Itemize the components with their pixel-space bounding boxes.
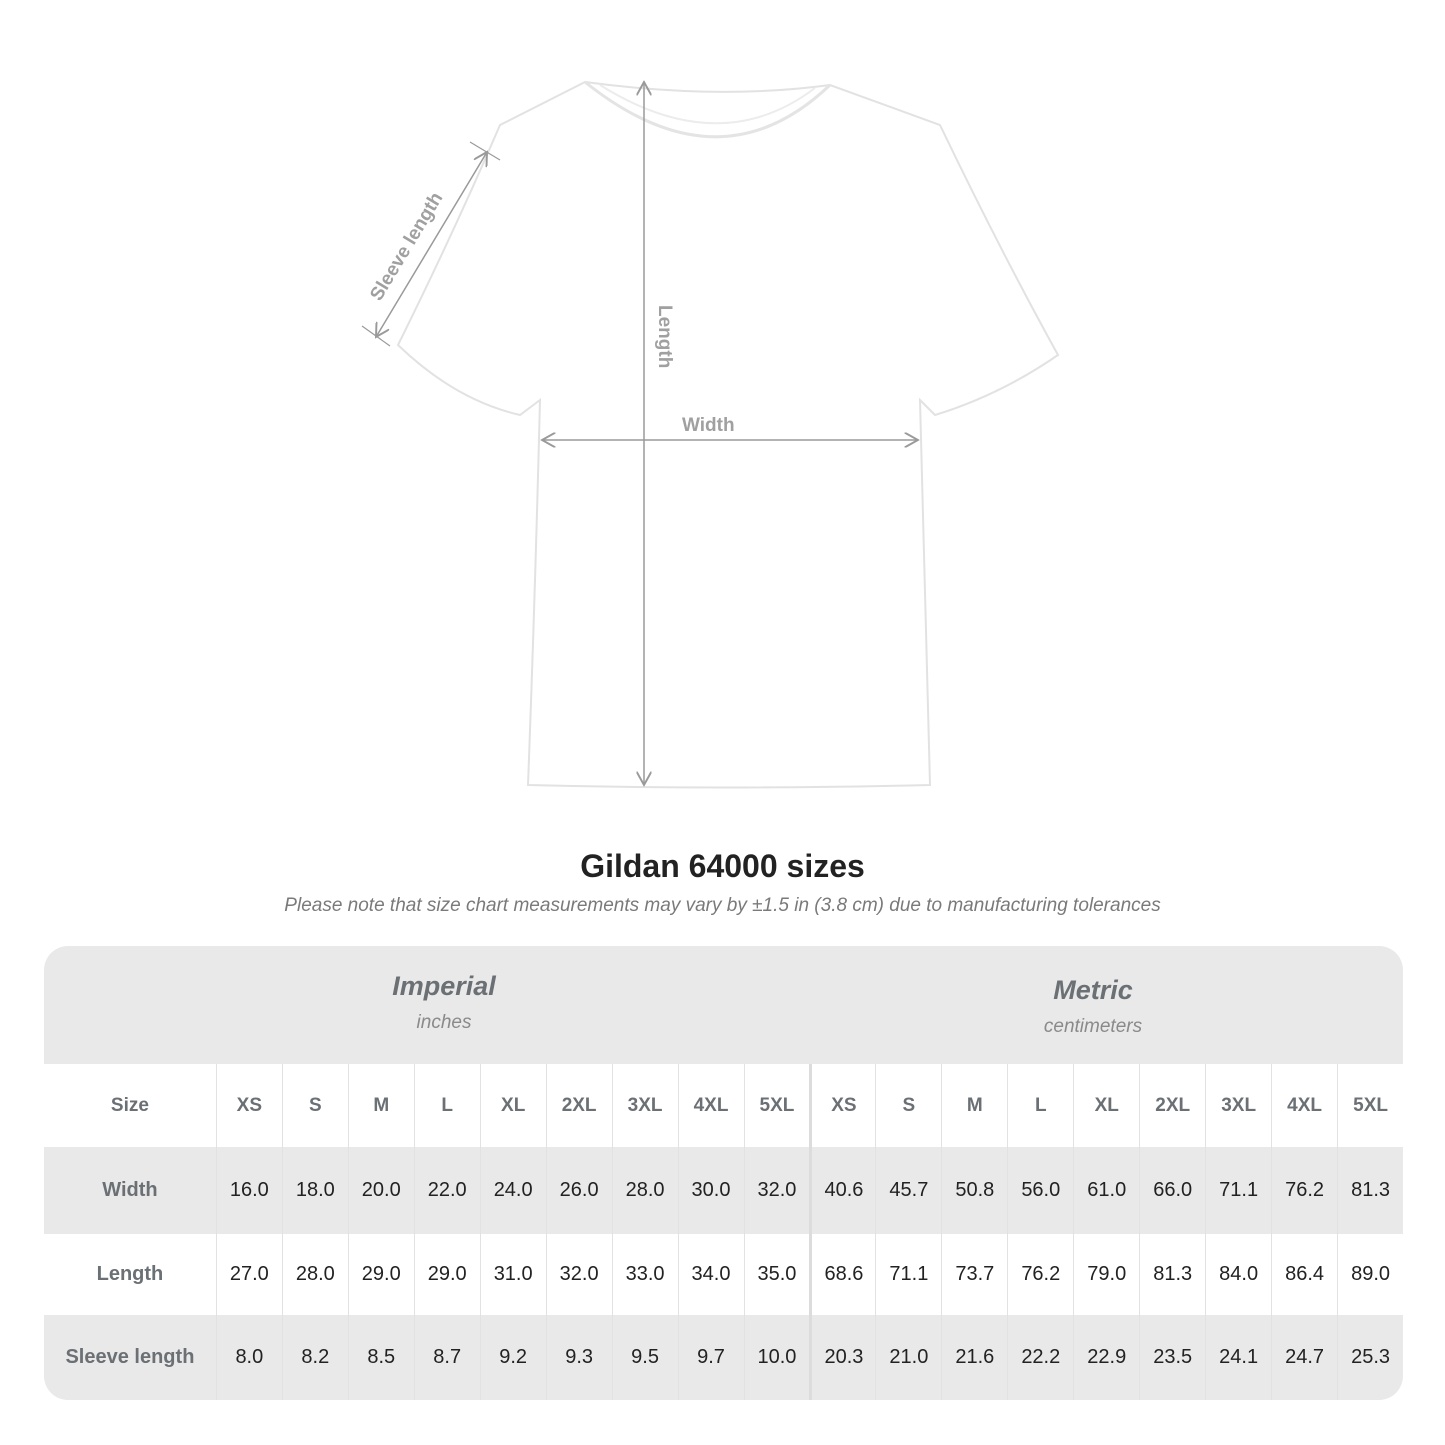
imperial-value: 29.0 bbox=[347, 1234, 414, 1315]
metric-size-0: XS bbox=[809, 1064, 875, 1147]
metric-value: 71.1 bbox=[1205, 1147, 1271, 1234]
metric-value: 50.8 bbox=[941, 1147, 1007, 1234]
row-label: Length bbox=[96, 1263, 164, 1285]
metric-value: 76.2 bbox=[1271, 1147, 1337, 1234]
metric-size-6: 3XL bbox=[1205, 1064, 1271, 1147]
metric-value: 21.6 bbox=[941, 1315, 1007, 1400]
imperial-value: 9.5 bbox=[611, 1315, 678, 1400]
table-row: Length 27.0 28.0 29.0 29.0 31.0 32.0 33.0 34.0 35… bbox=[44, 1234, 1403, 1315]
metric-value: 56.0 bbox=[1007, 1147, 1073, 1234]
metric-value: 23.5 bbox=[1139, 1315, 1205, 1400]
imperial-value: 8.2 bbox=[281, 1315, 348, 1400]
imperial-value: 22.0 bbox=[413, 1147, 480, 1234]
metric-size-5: 2XL bbox=[1139, 1064, 1205, 1147]
imperial-value: 26.0 bbox=[545, 1147, 612, 1234]
imperial-value: 18.0 bbox=[281, 1147, 348, 1234]
imperial-value: 24.0 bbox=[479, 1147, 546, 1234]
imperial-value: 27.0 bbox=[215, 1234, 282, 1315]
imperial-value: 35.0 bbox=[743, 1234, 810, 1315]
imperial-value: 33.0 bbox=[611, 1234, 678, 1315]
metric-size-7: 4XL bbox=[1271, 1064, 1337, 1147]
header-band bbox=[44, 946, 1403, 1064]
metric-value: 24.1 bbox=[1205, 1315, 1271, 1400]
metric-value: 71.1 bbox=[875, 1234, 941, 1315]
metric-value: 21.0 bbox=[875, 1315, 941, 1400]
metric-value: 24.7 bbox=[1271, 1315, 1337, 1400]
imperial-value: 28.0 bbox=[611, 1147, 678, 1234]
imperial-size-8: 5XL bbox=[743, 1064, 810, 1147]
imperial-size-6: 3XL bbox=[611, 1064, 678, 1147]
row-band bbox=[44, 1315, 1403, 1400]
tolerance-note: Please note that size chart measurements… bbox=[284, 895, 1161, 916]
metric-value: 84.0 bbox=[1205, 1234, 1271, 1315]
imperial-value: 31.0 bbox=[479, 1234, 546, 1315]
imperial-size-2: M bbox=[347, 1064, 414, 1147]
metric-value: 22.9 bbox=[1073, 1315, 1139, 1400]
imperial-header: Imperial inches bbox=[244, 971, 644, 1034]
metric-value: 81.3 bbox=[1139, 1234, 1205, 1315]
imperial-value: 9.7 bbox=[677, 1315, 744, 1400]
imperial-value: 9.3 bbox=[545, 1315, 612, 1400]
imperial-title: Imperial bbox=[392, 971, 496, 1001]
metric-value: 86.4 bbox=[1271, 1234, 1337, 1315]
imperial-value: 28.0 bbox=[281, 1234, 348, 1315]
imperial-size-3: L bbox=[413, 1064, 480, 1147]
metric-value: 66.0 bbox=[1139, 1147, 1205, 1234]
imperial-size-0: XS bbox=[215, 1064, 282, 1147]
size-table: Imperial inches Metric centimeters Size X… bbox=[44, 946, 1403, 1400]
imperial-size-1: S bbox=[281, 1064, 348, 1147]
metric-value: 61.0 bbox=[1073, 1147, 1139, 1234]
metric-title: Metric bbox=[1053, 975, 1133, 1005]
imperial-value: 10.0 bbox=[743, 1315, 810, 1400]
imperial-value: 29.0 bbox=[413, 1234, 480, 1315]
metric-size-8: 5XL bbox=[1337, 1064, 1403, 1147]
length-label: Length bbox=[654, 305, 675, 368]
metric-value: 76.2 bbox=[1007, 1234, 1073, 1315]
width-label: Width bbox=[682, 415, 735, 436]
tshirt-diagram: Sleeve length Length Width bbox=[361, 0, 1060, 789]
imperial-value: 32.0 bbox=[545, 1234, 612, 1315]
table-row: Width 16.0 18.0 20.0 22.0 24.0 26.0 28.0 30.0 32.… bbox=[44, 1147, 1403, 1234]
sleeve-arrow bbox=[376, 152, 487, 337]
metric-value: 20.3 bbox=[809, 1315, 875, 1400]
metric-size-4: XL bbox=[1073, 1064, 1139, 1147]
metric-size-1: S bbox=[875, 1064, 941, 1147]
imperial-value: 34.0 bbox=[677, 1234, 744, 1315]
metric-value: 45.7 bbox=[875, 1147, 941, 1234]
imperial-value: 8.0 bbox=[215, 1315, 282, 1400]
size-label: Size bbox=[110, 1094, 149, 1116]
metric-value: 79.0 bbox=[1073, 1234, 1139, 1315]
imperial-unit: inches bbox=[416, 1012, 472, 1033]
size-header-row: Size XS S M L XL 2XL 3XL 4XL 5XL XS S M L XL 2XL 3XL 4XL 5… bbox=[44, 1064, 1403, 1147]
metric-size-2: M bbox=[941, 1064, 1007, 1147]
metric-value: 68.6 bbox=[809, 1234, 875, 1315]
row-band bbox=[44, 1147, 1403, 1234]
metric-value: 22.2 bbox=[1007, 1315, 1073, 1400]
imperial-size-5: 2XL bbox=[545, 1064, 612, 1147]
imperial-value: 9.2 bbox=[479, 1315, 546, 1400]
imperial-value: 30.0 bbox=[677, 1147, 744, 1234]
imperial-value: 8.7 bbox=[413, 1315, 480, 1400]
row-label: Sleeve length bbox=[65, 1346, 195, 1368]
table-row: Sleeve length 8.0 8.2 8.5 8.7 9.2 9.3 9.5 9.7 10.… bbox=[44, 1315, 1403, 1400]
imperial-value: 8.5 bbox=[347, 1315, 414, 1400]
row-label: Width bbox=[102, 1179, 158, 1201]
metric-header: Metric centimeters bbox=[893, 975, 1293, 1038]
metric-value: 73.7 bbox=[941, 1234, 1007, 1315]
imperial-size-4: XL bbox=[479, 1064, 546, 1147]
metric-value: 25.3 bbox=[1337, 1315, 1403, 1400]
imperial-value: 16.0 bbox=[215, 1147, 282, 1234]
imperial-value: 32.0 bbox=[743, 1147, 810, 1234]
metric-value: 81.3 bbox=[1337, 1147, 1403, 1234]
page-title: Gildan 64000 sizes bbox=[580, 848, 865, 884]
imperial-size-7: 4XL bbox=[677, 1064, 744, 1147]
metric-size-3: L bbox=[1007, 1064, 1073, 1147]
metric-value: 40.6 bbox=[809, 1147, 875, 1234]
metric-value: 89.0 bbox=[1337, 1234, 1403, 1315]
metric-unit: centimeters bbox=[1043, 1016, 1143, 1037]
imperial-value: 20.0 bbox=[347, 1147, 414, 1234]
